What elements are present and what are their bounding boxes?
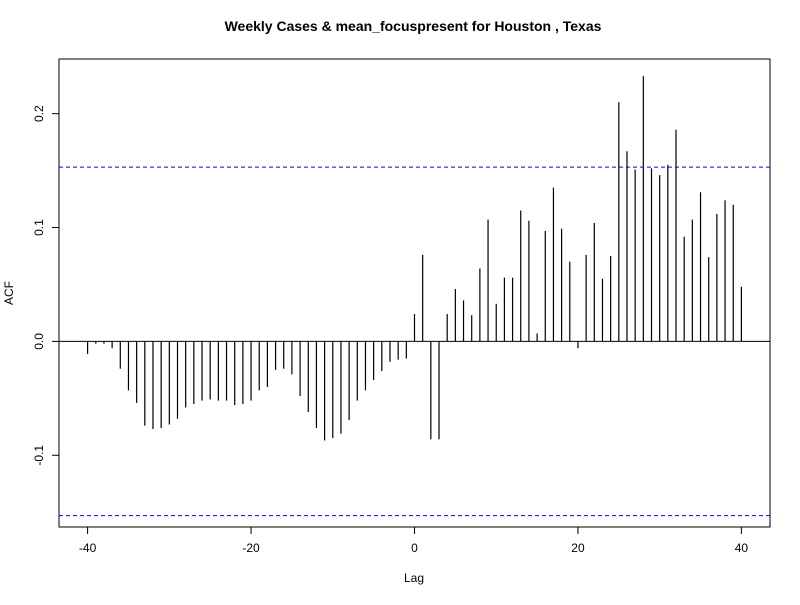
chart-title: Weekly Cases & mean_focuspresent for Hou… — [225, 18, 602, 34]
y-tick-label: 0.0 — [32, 333, 46, 350]
x-axis: -40 -20 0 20 40 — [79, 526, 749, 555]
y-axis: -0.1 0.0 0.1 0.2 — [32, 105, 60, 466]
y-axis-label: ACF — [2, 281, 16, 305]
x-tick-label: -20 — [242, 541, 260, 555]
y-tick-label: -0.1 — [32, 445, 46, 466]
y-tick-label: 0.2 — [32, 105, 46, 122]
x-tick-label: 20 — [571, 541, 585, 555]
bars-layer — [87, 76, 742, 441]
reference-lines — [59, 166, 770, 517]
x-axis-label: Lag — [404, 571, 424, 585]
x-tick-label: 40 — [735, 541, 749, 555]
x-tick-label: 0 — [411, 541, 418, 555]
plot-frame — [58, 58, 771, 528]
x-tick-label: -40 — [79, 541, 97, 555]
y-tick-label: 0.1 — [32, 219, 46, 236]
